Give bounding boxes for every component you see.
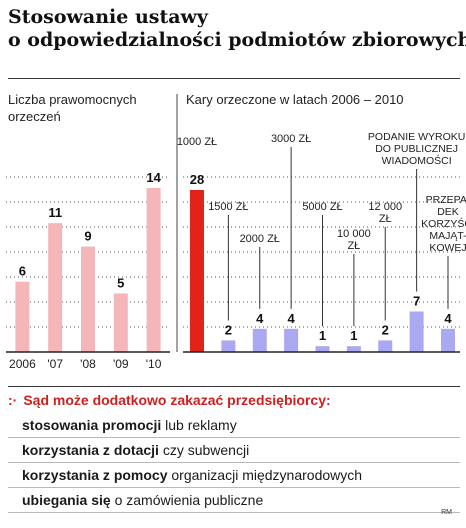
charts-divider — [8, 386, 460, 387]
left-bar-value-label: 6 — [19, 264, 26, 279]
right-bar-value-label: 4 — [256, 311, 264, 326]
right-category-label: ZŁ — [347, 240, 360, 252]
list-item: korzystania z dotacji czy subwencji — [8, 438, 460, 463]
list-item: stosowania promocji lub reklamy — [8, 413, 460, 438]
left-bar — [81, 246, 95, 352]
left-bar — [146, 188, 161, 352]
left-bar — [48, 223, 63, 352]
list-item: korzystania z pomocy organizacji międzyn… — [8, 463, 460, 488]
infographic-title: Stosowanie ustawy o odpowiedzialności po… — [8, 6, 466, 52]
right-bar-value-label: 1 — [319, 328, 326, 343]
right-category-label: 2000 ZŁ — [240, 233, 280, 245]
title-line: o odpowiedzialności podmiotów zbiorowych — [8, 29, 466, 51]
right-category-label: 12 000 — [368, 201, 402, 213]
right-bar-value-label: 2 — [225, 322, 232, 337]
left-bar-value-label: 14 — [146, 170, 161, 185]
right-category-label: DEK — [437, 206, 459, 218]
right-category-label: 5000 ZŁ — [302, 201, 342, 213]
left-bar-value-label: 5 — [117, 275, 124, 290]
right-category-label: KORZYŚCI — [421, 217, 466, 230]
extras-list: stosowania promocji lub reklamy korzysta… — [8, 413, 460, 513]
item-rest: czy subwencji — [158, 442, 250, 458]
item-rest: lub reklamy — [161, 417, 237, 433]
right-bar-value-label: 7 — [413, 294, 420, 309]
title-divider — [8, 78, 460, 79]
right-category-label: PRZEPA- — [426, 194, 466, 206]
right-category-label: DO PUBLICZNEJ — [375, 143, 458, 155]
right-bar — [221, 340, 236, 352]
extras-heading: :· Sąd może dodatkowo zakazać przedsiębio… — [8, 392, 331, 408]
right-category-label: WIADOMOŚCI — [382, 154, 452, 167]
right-bar-value-label: 28 — [190, 172, 204, 187]
left-chart-title-line: orzeczeń — [8, 109, 61, 124]
right-category-label: 3000 ZŁ — [271, 133, 311, 145]
right-category-label: PODANIE WYROKU — [368, 131, 465, 143]
right-bar — [346, 346, 361, 352]
right-category-label: 10 000 — [337, 228, 371, 240]
title-line: Stosowanie ustawy — [8, 6, 208, 28]
extras-heading-text: Sąd może dodatkowo zakazać przedsiębiorc… — [23, 392, 331, 408]
item-bold: ubiegania się — [22, 492, 111, 508]
left-chart-title-line: Liczba prawomocnych — [8, 92, 137, 107]
left-tick-label: 2006 — [9, 357, 36, 371]
right-chart-title: Kary orzeczone w latach 2006 – 2010 — [186, 92, 404, 107]
right-bar-value-label: 4 — [444, 311, 452, 326]
item-bold: korzystania z dotacji — [22, 442, 159, 458]
right-bar-value-label: 2 — [382, 322, 389, 337]
item-rest: o zamówienia publiczne — [110, 492, 264, 508]
left-tick-label: '08 — [80, 357, 96, 371]
right-bar-value-label: 1 — [350, 328, 357, 343]
charts: Liczba prawomocnychorzeczeń6200611'079'0… — [6, 92, 466, 371]
item-rest: organizacji międzynarodowych — [167, 467, 363, 483]
right-category-label: ZŁ — [379, 213, 392, 225]
left-bar — [15, 281, 30, 352]
right-bar — [409, 311, 424, 352]
right-category-label: 1500 ZŁ — [208, 201, 248, 213]
right-bar — [284, 328, 299, 352]
left-tick-label: '07 — [47, 357, 63, 371]
item-bold: stosowania promocji — [22, 417, 162, 433]
left-bar-value-label: 11 — [48, 205, 62, 220]
right-category-label: 1000 ZŁ — [177, 136, 217, 148]
item-bold: korzystania z pomocy — [22, 467, 168, 483]
left-tick-label: '09 — [113, 357, 129, 371]
left-bar-value-label: 9 — [84, 229, 91, 244]
right-bar — [252, 328, 267, 352]
right-bar — [441, 328, 455, 352]
right-bar — [378, 340, 393, 352]
right-category-label: KOWEJ — [429, 242, 466, 254]
right-bar-value-label: 4 — [288, 311, 296, 326]
right-bar — [190, 190, 204, 352]
list-item: ubiegania się o zamówienia publiczne — [8, 488, 460, 513]
right-bar — [315, 346, 330, 352]
credit: RM — [441, 509, 452, 516]
left-tick-label: '10 — [146, 357, 162, 371]
colon-marker-icon: :· — [8, 392, 18, 408]
left-bar — [113, 293, 128, 352]
right-category-label: MAJĄT- — [429, 230, 466, 242]
